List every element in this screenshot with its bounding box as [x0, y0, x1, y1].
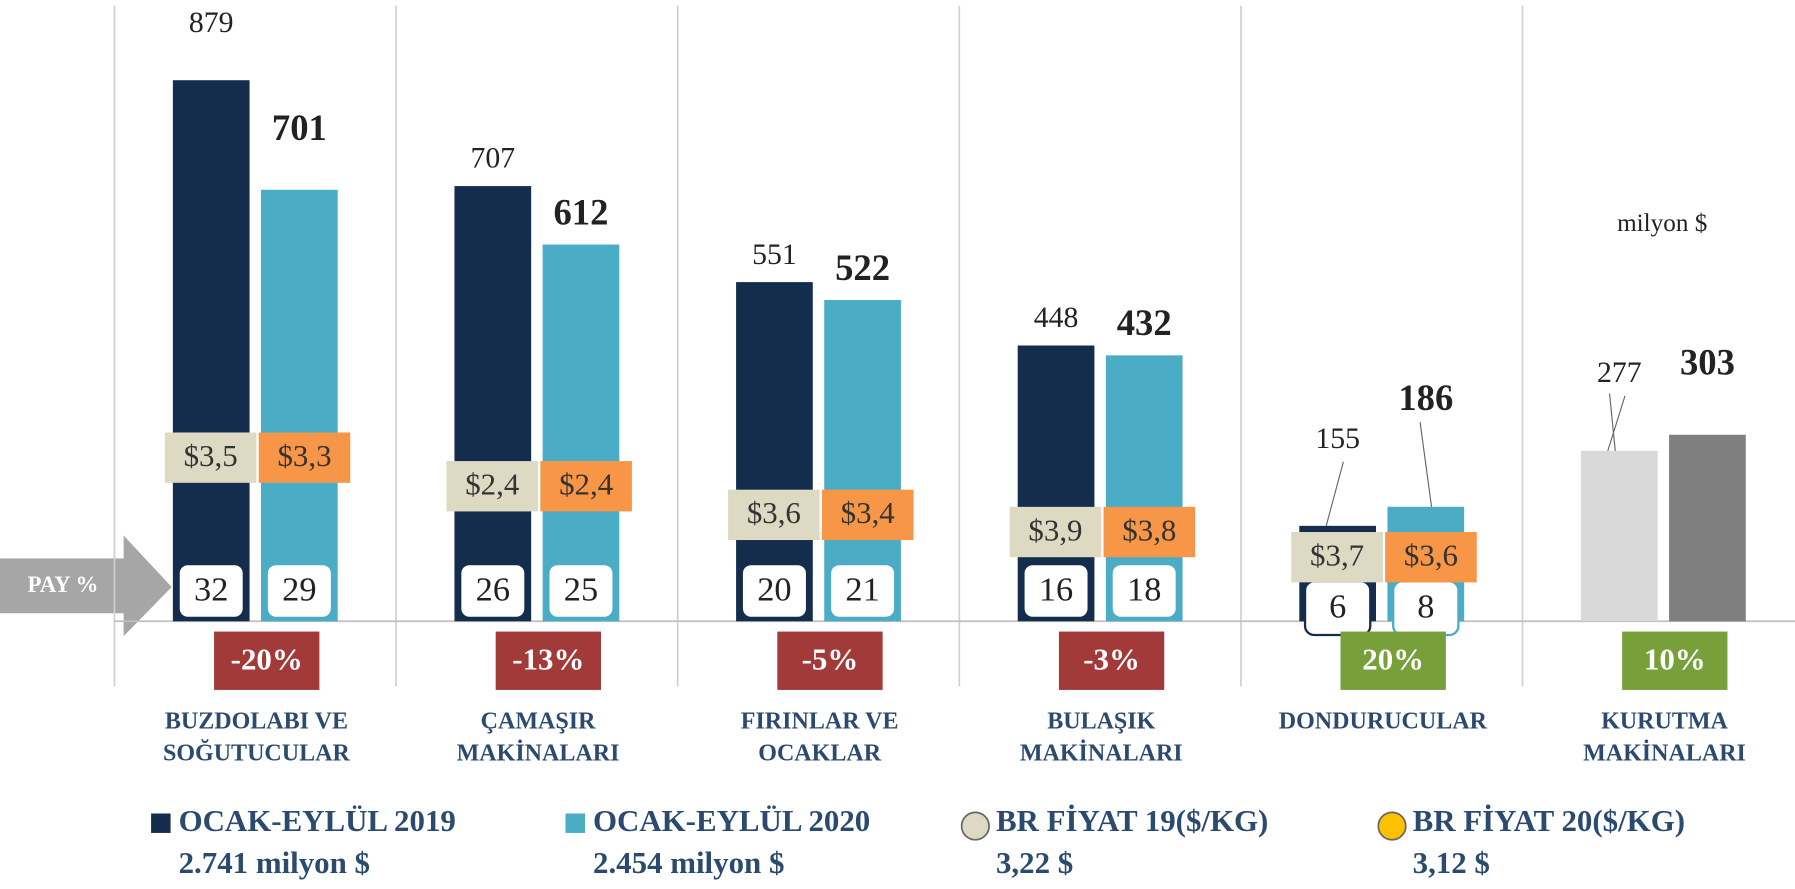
legend-label: OCAK-EYLÜL 2019: [179, 803, 456, 838]
category-label: SOĞUTUCULAR: [163, 740, 351, 767]
price-box: [164, 432, 257, 483]
price-label: $3,6: [747, 495, 801, 530]
price-label: $3,6: [1404, 537, 1458, 572]
share-box: [740, 562, 809, 619]
legend-total: 3,12 $: [1413, 845, 1490, 880]
share-label: 6: [1329, 588, 1346, 626]
price-box: [1385, 532, 1477, 583]
price-box: [258, 432, 351, 483]
price-box: [728, 489, 820, 541]
share-label: 26: [476, 571, 510, 609]
share-label: 21: [845, 571, 879, 609]
share-box: [547, 562, 615, 619]
price-label: $3,8: [1122, 512, 1176, 547]
change-box: [777, 631, 883, 690]
share-label: 18: [1127, 571, 1161, 609]
price-box: [1291, 532, 1383, 583]
price-label: $3,9: [1028, 512, 1082, 547]
change-box: [1058, 631, 1165, 690]
value-label-2020: 186: [1398, 377, 1453, 418]
bar: [1580, 450, 1658, 622]
share-box: [177, 562, 245, 619]
share-label: 29: [282, 571, 316, 609]
category-label: MAKİNALARI: [457, 741, 620, 767]
price-label: $2,4: [465, 467, 519, 502]
change-box: [1622, 631, 1728, 690]
value-label-2019: 707: [471, 142, 516, 175]
leader-line: [1325, 461, 1344, 527]
value-label-2020: 303: [1680, 342, 1735, 383]
category-label: OCAKLAR: [758, 741, 881, 767]
price-label: $3,3: [277, 438, 331, 473]
change-label: 10%: [1644, 642, 1706, 677]
legend-label: BR FİYAT 19($/KG): [996, 803, 1268, 838]
share-label: 25: [564, 571, 598, 609]
legend-total: 3,22 $: [996, 845, 1073, 880]
price-box: [540, 461, 632, 512]
share-box: [1022, 562, 1090, 619]
unit-note: milyon $: [1617, 210, 1707, 237]
share-label: 32: [194, 571, 228, 609]
price-box: [821, 489, 914, 541]
category-label: BULAŞIK: [1047, 709, 1155, 735]
share-box: [265, 562, 334, 619]
share-box: [828, 562, 897, 619]
category-label: BUZDOLABI VE: [165, 709, 348, 735]
change-label: 20%: [1362, 642, 1424, 677]
share-label: PAY %: [27, 572, 98, 597]
value-label-2020: 522: [835, 247, 890, 288]
category-label: FIRINLAR VE: [741, 709, 899, 735]
price-label: $2,4: [559, 467, 613, 502]
share-box: [459, 562, 527, 619]
leader-line: [1608, 393, 1616, 451]
share-label: 16: [1039, 571, 1073, 609]
legend-swatch: [565, 813, 585, 833]
price-box: [1009, 506, 1102, 558]
leader-line: [1607, 395, 1626, 451]
bar: [172, 80, 250, 622]
value-label-2020: 432: [1117, 302, 1172, 343]
share-label: 20: [757, 571, 791, 609]
change-label: -3%: [1083, 642, 1140, 677]
bar: [1669, 434, 1746, 622]
category-label: MAKİNALARI: [1020, 741, 1183, 767]
value-label-2020: 612: [554, 191, 609, 232]
change-label: -13%: [512, 642, 584, 677]
category-label: KURUTMA: [1601, 709, 1728, 735]
share-label: 8: [1417, 588, 1434, 626]
value-label-2019: 551: [752, 238, 797, 271]
bar: [261, 189, 338, 622]
change-box: [1340, 631, 1446, 690]
legend-swatch: [151, 813, 171, 833]
legend-total: 2.454 milyon $: [593, 845, 784, 880]
change-label: -20%: [231, 642, 303, 677]
value-label-2019: 879: [189, 6, 234, 39]
share-box: [1110, 562, 1178, 619]
value-label-2019: 155: [1315, 422, 1360, 455]
category-label: ÇAMAŞIR: [481, 709, 596, 735]
leader-line: [1419, 422, 1433, 507]
value-label-2020: 701: [272, 107, 327, 148]
share-arrow: [0, 535, 172, 637]
change-box: [214, 631, 320, 690]
category-label: MAKİNALARI: [1583, 741, 1746, 767]
price-box: [1103, 506, 1196, 558]
value-label-2019: 277: [1597, 356, 1642, 389]
value-label-2019: 448: [1034, 301, 1079, 334]
legend-total: 2.741 milyon $: [179, 845, 370, 880]
price-label: $3,4: [841, 495, 895, 530]
price-label: $3,7: [1310, 537, 1364, 572]
price-label: $3,5: [184, 438, 238, 473]
change-box: [495, 631, 602, 690]
legend-swatch: [1377, 811, 1407, 841]
legend-swatch: [960, 811, 990, 841]
price-box: [446, 461, 539, 512]
change-label: -5%: [802, 642, 859, 677]
category-label: DONDURUCULAR: [1279, 709, 1488, 735]
bar: [542, 244, 620, 622]
legend-label: OCAK-EYLÜL 2020: [593, 803, 870, 838]
legend-label: BR FİYAT 20($/KG): [1413, 803, 1685, 838]
bar: [454, 186, 532, 622]
